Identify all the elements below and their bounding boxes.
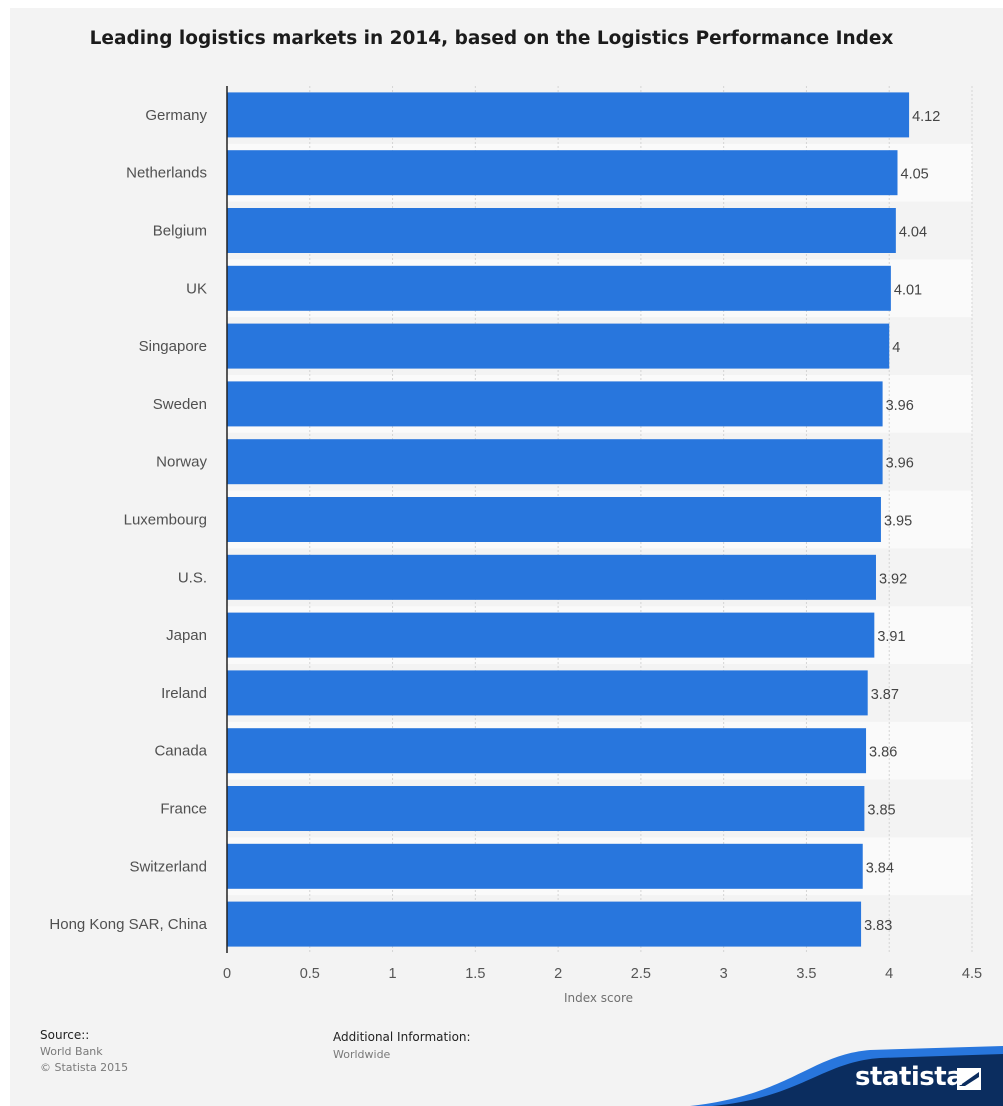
x-tick-label: 4.5 [962, 966, 982, 982]
value-label: 3.92 [879, 571, 907, 587]
value-label: 3.96 [886, 456, 914, 472]
category-label: Luxembourg [124, 512, 207, 529]
value-label: 3.83 [864, 918, 892, 934]
value-label: 3.91 [877, 629, 905, 645]
bar [227, 554, 876, 600]
category-label: UK [186, 280, 207, 297]
x-tick-label: 1.5 [465, 966, 485, 982]
x-tick-label: 2 [554, 966, 562, 982]
bar [227, 497, 881, 542]
bar [227, 208, 896, 253]
value-label: 4 [892, 340, 900, 356]
brand-wave-dark [712, 1054, 1003, 1106]
category-label: Belgium [153, 223, 207, 240]
x-tick-label: 4 [885, 966, 893, 982]
value-label: 4.05 [901, 167, 929, 183]
source-line-2: © Statista 2015 [40, 1061, 129, 1074]
bar [227, 92, 910, 138]
category-label: Netherlands [126, 165, 207, 182]
category-label: Germany [145, 107, 207, 124]
bar [227, 381, 883, 427]
source-heading: Source:: [40, 1028, 90, 1042]
value-label: 3.85 [867, 803, 895, 819]
chart-title: Leading logistics markets in 2014, based… [89, 28, 894, 49]
value-label: 4.04 [899, 225, 927, 241]
x-tick-label: 0 [223, 966, 231, 982]
bar [227, 612, 875, 658]
value-label: 3.84 [866, 860, 894, 876]
category-label: Hong Kong SAR, China [49, 916, 207, 933]
category-label: Singapore [139, 338, 207, 355]
source-line-1: World Bank [40, 1045, 103, 1058]
statista-logo-icon [957, 1068, 981, 1090]
x-tick-label: 3.5 [796, 966, 816, 982]
bar [227, 150, 898, 196]
x-axis-title: Index score [564, 991, 633, 1005]
bar [227, 439, 883, 485]
bar [227, 728, 867, 774]
category-label: Japan [166, 627, 207, 644]
value-label: 3.86 [869, 745, 897, 761]
category-label: Sweden [153, 396, 207, 413]
category-label: U.S. [178, 569, 207, 586]
bar [227, 670, 868, 716]
category-label: France [160, 801, 207, 818]
bar [227, 265, 891, 311]
x-tick-label: 3 [720, 966, 728, 982]
category-label: Norway [156, 454, 207, 471]
category-label: Canada [154, 743, 207, 760]
additional-info-line: Worldwide [333, 1048, 391, 1061]
value-label: 4.01 [894, 282, 922, 298]
bar [227, 786, 865, 831]
additional-info-heading: Additional Information: [333, 1030, 471, 1044]
bar [227, 843, 863, 889]
value-label: 3.96 [886, 398, 914, 414]
bar [227, 901, 862, 947]
x-tick-label: 0.5 [300, 966, 320, 982]
x-tick-label: 1 [389, 966, 397, 982]
value-label: 4.12 [912, 109, 940, 125]
bar [227, 323, 890, 369]
category-label: Ireland [161, 685, 207, 702]
statista-brand[interactable]: statista [855, 1062, 964, 1092]
x-tick-label: 2.5 [631, 966, 651, 982]
category-label: Switzerland [129, 858, 207, 875]
value-label: 3.95 [884, 514, 912, 530]
value-label: 3.87 [871, 687, 899, 703]
